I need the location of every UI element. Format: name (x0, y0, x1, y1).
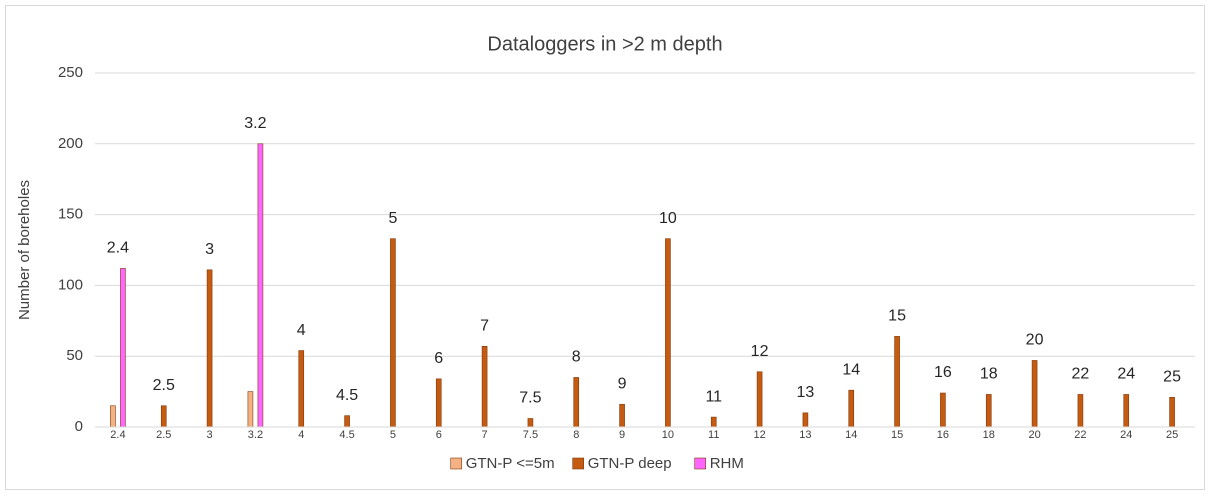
x-tick-label: 20 (1028, 429, 1040, 441)
data-label: 13 (797, 384, 815, 401)
bar (756, 371, 763, 428)
legend-label: GTN-P deep (588, 455, 672, 472)
chart-frame (5, 5, 1205, 490)
x-tick-label: 4 (298, 429, 304, 441)
y-tick-label: 200 (58, 135, 83, 152)
x-tick-label: 16 (937, 429, 949, 441)
x-tick-label: 22 (1074, 429, 1086, 441)
bar (1169, 396, 1175, 428)
x-tick-label: 7 (482, 429, 488, 441)
x-tick-label: 13 (799, 429, 811, 441)
x-tick-label: 15 (891, 429, 903, 441)
y-tick-label: 50 (66, 347, 83, 364)
y-axis-label: Number of boreholes (16, 180, 33, 320)
bar (573, 377, 580, 428)
bar (848, 389, 855, 428)
y-tick-label: 250 (58, 64, 83, 81)
data-label: 2.4 (107, 240, 129, 257)
data-label: 16 (934, 364, 952, 381)
bar (527, 418, 534, 428)
x-tick-label: 2.4 (110, 429, 125, 441)
bar (390, 238, 396, 428)
bar (1123, 394, 1130, 428)
bar (481, 345, 488, 428)
data-label: 15 (888, 308, 906, 325)
data-label: 11 (705, 388, 722, 405)
x-tick-label: 11 (708, 429, 719, 441)
bar (247, 391, 254, 428)
chart-title: Dataloggers in >2 m depth (487, 33, 722, 55)
legend-label: RHM (710, 455, 744, 472)
data-label: 18 (980, 366, 998, 383)
bar (298, 350, 305, 428)
bar (120, 268, 126, 428)
x-tick-label: 18 (983, 429, 995, 441)
data-label: 3.2 (244, 115, 266, 132)
x-tick-label: 10 (662, 429, 674, 441)
data-label: 7.5 (519, 390, 541, 407)
x-tick-label: 4.5 (339, 429, 354, 441)
data-label: 14 (842, 361, 860, 378)
data-label: 5 (388, 210, 397, 227)
bar (257, 143, 264, 428)
bar (985, 394, 992, 428)
data-label: 2.5 (153, 377, 175, 394)
x-tick-label: 12 (753, 429, 765, 441)
legend-swatch (450, 457, 463, 470)
x-tick-label: 7.5 (523, 429, 538, 441)
bar (1031, 360, 1038, 428)
y-tick-label: 0 (75, 418, 83, 435)
bar (160, 405, 167, 428)
data-label: 3 (205, 241, 214, 258)
x-tick-label: 3 (207, 429, 213, 441)
x-tick-label: 3.2 (248, 429, 263, 441)
x-tick-label: 2.5 (156, 429, 171, 441)
data-label: 4 (297, 322, 306, 339)
data-label: 10 (659, 210, 677, 227)
data-label: 25 (1163, 368, 1181, 385)
data-label: 6 (434, 350, 443, 367)
bar (894, 336, 900, 428)
bar (665, 238, 671, 428)
data-label: 22 (1072, 366, 1090, 383)
data-label: 4.5 (336, 387, 358, 404)
legend-swatch (694, 457, 707, 470)
x-tick-label: 8 (573, 429, 579, 441)
bar (206, 269, 213, 428)
bar (1077, 394, 1084, 428)
bar (710, 416, 717, 428)
x-tick-label: 5 (390, 429, 396, 441)
data-label: 8 (572, 349, 581, 366)
legend-swatch (572, 457, 585, 470)
bar (619, 404, 625, 428)
x-tick-label: 25 (1166, 429, 1178, 441)
y-tick-label: 100 (58, 276, 83, 293)
x-tick-label: 24 (1120, 429, 1132, 441)
data-label: 20 (1026, 332, 1044, 349)
bar (802, 412, 809, 428)
bar (435, 378, 442, 428)
bar (344, 415, 350, 428)
data-label: 9 (618, 376, 627, 393)
legend-label: GTN-P <=5m (466, 455, 555, 472)
data-label: 7 (480, 318, 489, 335)
data-label: 24 (1117, 366, 1135, 383)
x-tick-label: 14 (845, 429, 857, 441)
y-tick-label: 150 (58, 206, 83, 223)
x-tick-label: 9 (619, 429, 625, 441)
bar (940, 392, 946, 428)
x-tick-label: 6 (436, 429, 442, 441)
data-label: 12 (751, 343, 769, 360)
bar (110, 405, 116, 428)
